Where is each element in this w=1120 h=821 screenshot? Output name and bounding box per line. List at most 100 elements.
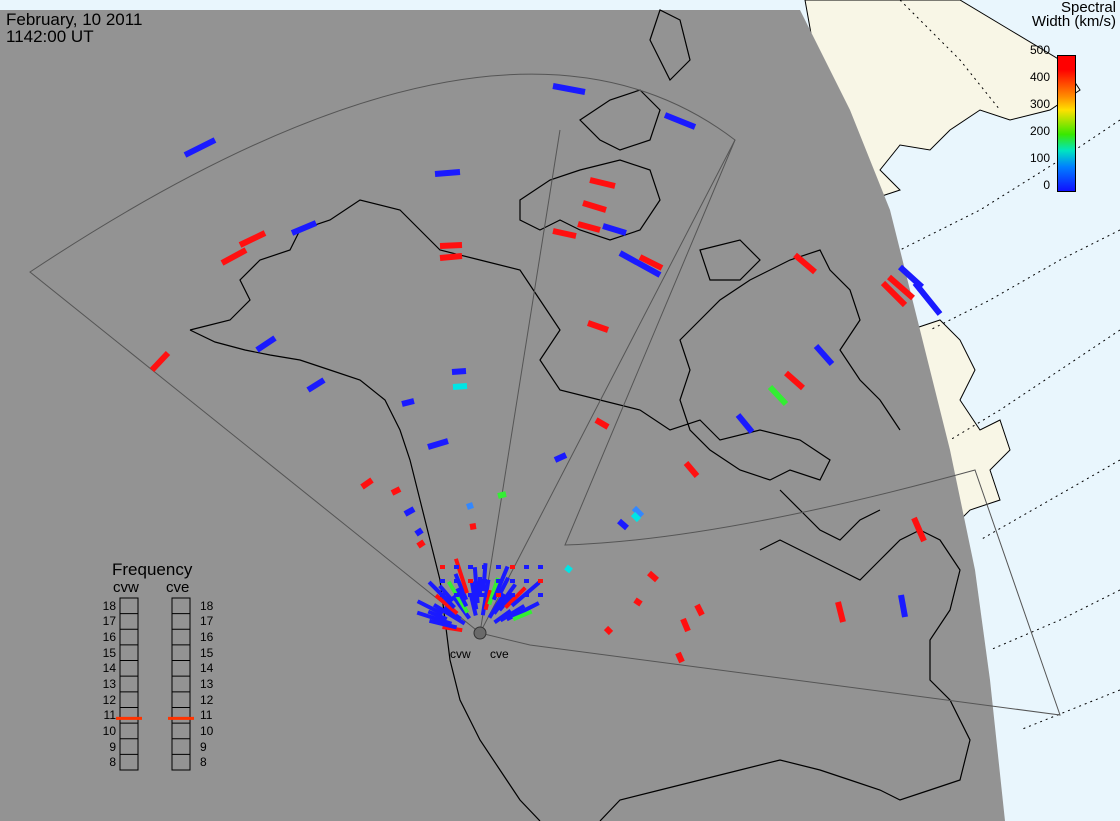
scatter-dot [538, 579, 543, 583]
near-range-vector [446, 580, 470, 614]
scatter-vector [683, 461, 700, 478]
scatter-dot [440, 593, 445, 597]
near-range-vector [416, 610, 453, 626]
date-label: February, 10 2011 [6, 10, 143, 29]
latitude-grid [899, 0, 1120, 731]
scatter-vector [427, 438, 449, 450]
scatter-vector [466, 502, 474, 510]
scatter-dot [454, 565, 459, 569]
near-range-vector [438, 584, 455, 603]
frequency-scale-label: 11 [103, 708, 116, 723]
scatter-vector [767, 384, 789, 407]
near-range-vector [416, 599, 444, 616]
scatter-vector [835, 601, 846, 623]
frequency-scale-label: 17 [200, 614, 214, 629]
scatter-vector [587, 320, 609, 333]
scatter-dot [524, 593, 529, 597]
scatter-vector [290, 220, 318, 236]
scatter-dot [538, 565, 543, 569]
scatter-vector [647, 570, 659, 583]
scatter-vector [680, 617, 691, 633]
scatter-dot [482, 593, 487, 597]
night-region [0, 10, 1005, 821]
spectral-width-colorbar [1057, 55, 1076, 192]
scatter-vector [631, 505, 645, 519]
frequency-scale-label: 13 [200, 677, 214, 691]
scatter-dot [468, 565, 473, 569]
scatter-vector [220, 247, 248, 266]
colorbar-tick: 200 [1029, 124, 1050, 138]
frequency-radar-cvw: cvw [113, 579, 139, 596]
frequency-scale-label: 15 [102, 645, 116, 660]
scatter-vector [552, 228, 577, 239]
frequency-scale-label: 10 [200, 723, 214, 738]
frequency-scale-label: 10 [102, 723, 116, 738]
scatter-vector [439, 242, 463, 249]
near-range-vector [493, 609, 512, 625]
scatter-vector [603, 625, 614, 636]
scatter-dot [496, 593, 501, 597]
scatter-dot [538, 593, 543, 597]
frequency-scale-label: 14 [102, 661, 116, 676]
near-range-vector [455, 587, 469, 608]
colorbar-tick: 400 [1029, 70, 1050, 84]
near-range-vector [443, 605, 462, 621]
scatter-vector [813, 344, 835, 366]
scatter-vector [694, 603, 705, 617]
frequency-scale-label: 12 [102, 692, 116, 707]
scatter-dot [524, 565, 529, 569]
scatter-dot [510, 565, 515, 569]
near-range-vector [472, 567, 480, 604]
near-range-vector [427, 609, 448, 622]
frequency-scale-label: 12 [200, 692, 214, 707]
time-label: 1142:00 UT [6, 27, 94, 46]
near-range-vector [487, 592, 506, 619]
frequency-scale-label: 17 [102, 614, 116, 629]
near-range-vector [497, 576, 510, 597]
frequency-scale-label: 13 [102, 677, 116, 691]
near-range-vector [497, 593, 514, 612]
near-range-vector [432, 603, 466, 626]
scatter-dot [482, 579, 487, 583]
scatter-dot [440, 565, 445, 569]
scatter-vector [553, 452, 568, 463]
near-range-vector [505, 601, 540, 622]
near-range-vector [512, 609, 533, 622]
frequency-scale-label: 15 [200, 645, 214, 660]
scatter-vector [416, 539, 426, 549]
scatter-vector [617, 518, 629, 531]
scatter-vector [594, 417, 610, 430]
scatter-vector [439, 253, 463, 261]
scatter-dot [496, 579, 501, 583]
station-marker [473, 626, 487, 640]
scatter-vector [602, 223, 627, 236]
scatter-vector [582, 200, 607, 213]
frequency-radar-cve: cve [166, 579, 190, 596]
scatter-vector [880, 280, 908, 308]
scatter-vector [238, 230, 267, 248]
frequency-panel-title: Frequency [112, 560, 193, 579]
near-range-vector [483, 589, 493, 611]
near-range-vector [469, 581, 479, 610]
scatter-vector [675, 651, 685, 664]
scatter-dot [510, 593, 515, 597]
scatter-vector [401, 398, 415, 407]
radar-fields-of-view [29, 73, 1061, 716]
frequency-scale-label: 14 [200, 661, 214, 676]
frequency-scale-label: 18 [200, 598, 214, 613]
frequency-scale-label: 11 [200, 708, 213, 723]
scatter-dot [510, 579, 515, 583]
near-range-vector [434, 593, 459, 616]
scatter-vector [306, 377, 326, 393]
near-range-vector [453, 573, 469, 601]
colorbar-tick: 500 [1029, 43, 1050, 57]
scatter-dot [482, 565, 487, 569]
scatter-vector [618, 250, 662, 278]
scatter-vector [564, 564, 573, 574]
scatter-dot [496, 565, 501, 569]
colorbar-tick: 300 [1029, 97, 1050, 111]
frequency-scale-label: 8 [200, 755, 207, 770]
scatter-dot [440, 579, 445, 583]
